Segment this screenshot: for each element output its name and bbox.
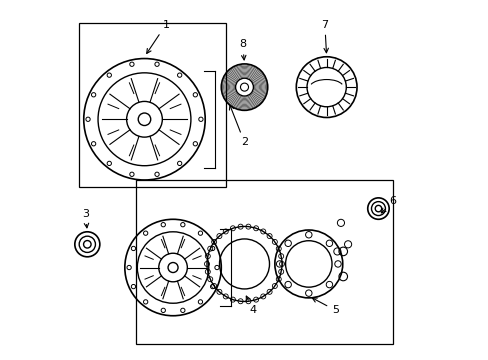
Text: 2: 2 [229, 105, 247, 148]
Text: 3: 3 [82, 209, 89, 228]
Text: 7: 7 [321, 19, 328, 53]
Bar [135, 180, 392, 344]
Text: 6: 6 [381, 197, 395, 213]
Bar [80, 23, 225, 187]
Text: 1: 1 [146, 19, 169, 53]
Text: 5: 5 [312, 298, 338, 315]
Text: 8: 8 [239, 39, 246, 60]
Text: 4: 4 [246, 296, 257, 315]
